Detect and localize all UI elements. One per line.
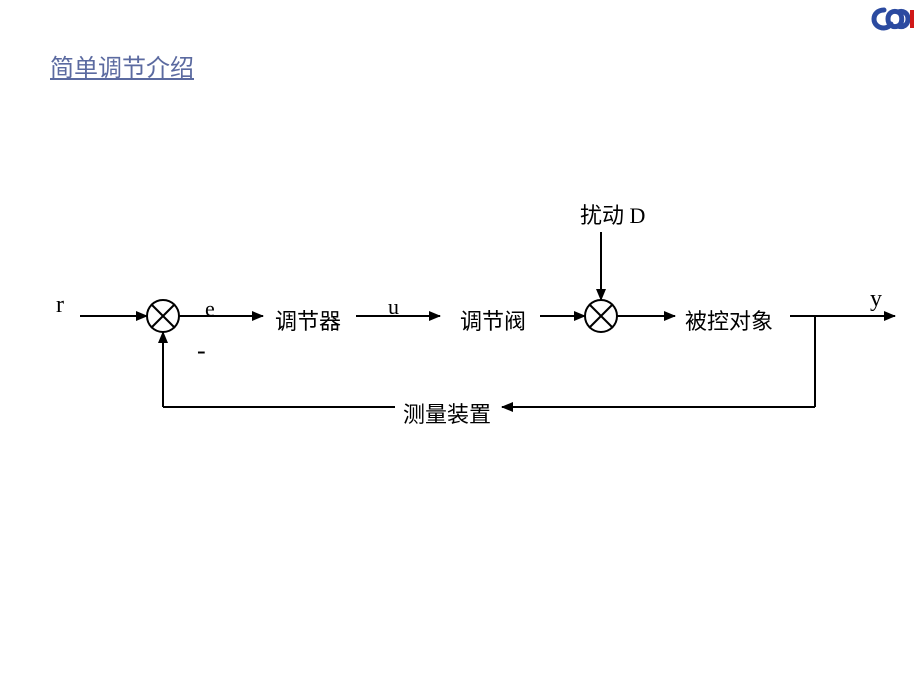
- sum-junction-1: [147, 300, 179, 332]
- label-plant: 被控对象: [685, 304, 773, 336]
- label-u: u: [388, 294, 399, 320]
- sum-junction-2: [585, 300, 617, 332]
- label-disturb: 扰动 D: [580, 198, 645, 230]
- label-r: r: [56, 292, 64, 319]
- label-minus: -: [197, 336, 206, 366]
- label-valve: 调节阀: [460, 304, 526, 336]
- label-controller: 调节器: [275, 304, 341, 336]
- label-y: y: [870, 286, 882, 313]
- label-e: e: [205, 296, 215, 322]
- block-diagram: [0, 0, 920, 690]
- label-measure: 测量装置: [403, 397, 491, 429]
